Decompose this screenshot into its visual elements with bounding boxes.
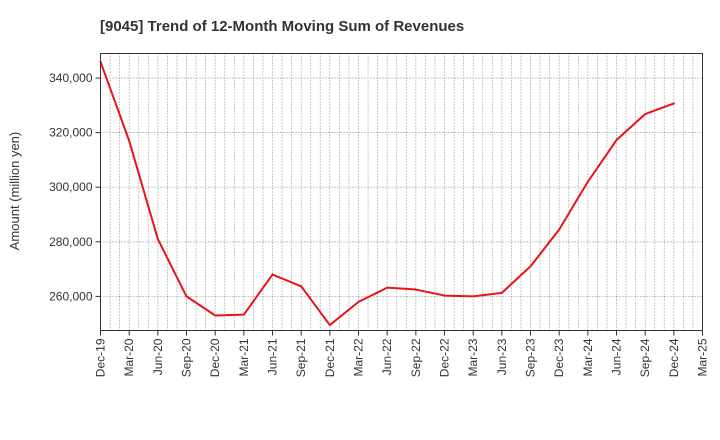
x-tick-label: Dec-19: [94, 338, 108, 377]
x-tick-label: Mar-22: [352, 338, 366, 376]
x-tick-label: Dec-23: [552, 338, 566, 377]
x-tick-labels: Dec-19 Mar-20 Jun-20 Sep-20 Dec-20 Mar-21 Jun-…: [94, 330, 710, 377]
x-tick-label: Dec-24: [667, 338, 681, 377]
x-tick-label: Sep-20: [180, 338, 194, 377]
y-tick-label: 260,000: [49, 289, 93, 303]
x-tick-label: Dec-20: [208, 338, 222, 377]
y-tick-label: 280,000: [49, 235, 93, 249]
y-tick-labels: 260,000 280,000 300,000 320,000 340,000: [49, 71, 101, 303]
x-tick-label: Mar-23: [466, 338, 480, 376]
x-tick-label: Jun-23: [495, 338, 509, 375]
series-line: [99, 60, 675, 327]
grid-lines: [100, 53, 703, 331]
y-tick-label: 320,000: [49, 126, 93, 140]
x-tick-label: Mar-24: [581, 338, 595, 376]
x-tick-label: Mar-20: [122, 338, 136, 376]
series-layer: [99, 60, 675, 327]
x-tick-label: Mar-25: [696, 338, 710, 376]
chart-title: [9045] Trend of 12-Month Moving Sum of R…: [100, 18, 464, 35]
x-tick-label: Sep-24: [638, 338, 652, 377]
x-tick-label: Mar-21: [237, 338, 251, 376]
y-tick-label: 340,000: [49, 71, 93, 85]
x-tick-label: Sep-21: [294, 338, 308, 377]
plot-frame: [100, 53, 703, 331]
y-axis-label: Amount (million yen): [7, 132, 22, 251]
x-tick-label: Sep-22: [409, 338, 423, 377]
x-tick-label: Jun-24: [610, 338, 624, 375]
x-tick-label: Jun-21: [266, 338, 280, 375]
x-tick-label: Sep-23: [524, 338, 538, 377]
x-tick-label: Dec-21: [323, 338, 337, 377]
x-tick-label: Jun-22: [380, 338, 394, 375]
x-tick-label: Dec-22: [438, 338, 452, 377]
y-tick-label: 300,000: [49, 180, 93, 194]
x-tick-label: Jun-20: [151, 338, 165, 375]
